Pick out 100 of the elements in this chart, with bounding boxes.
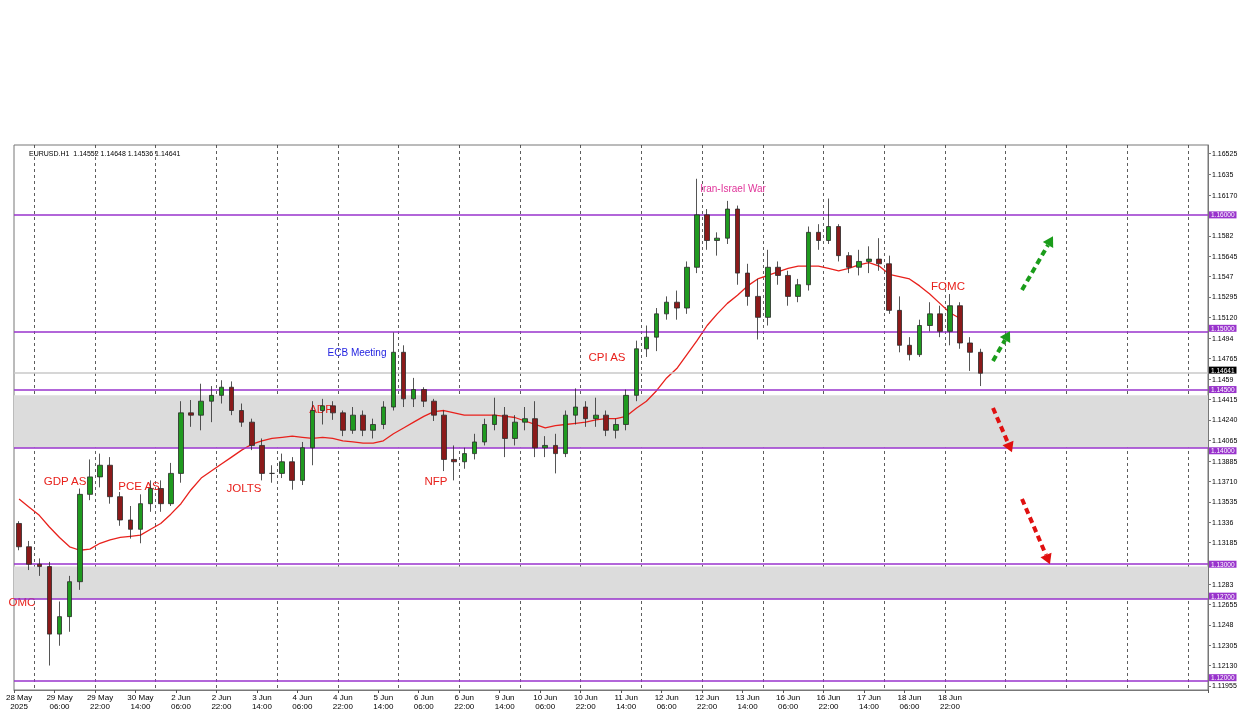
candlestick xyxy=(785,270,791,307)
x-tick-label: 2 Jun 22:00 xyxy=(211,693,232,711)
candlestick xyxy=(117,491,123,527)
x-tick-label: 30 May 14:00 xyxy=(127,693,154,711)
candlestick xyxy=(107,456,113,505)
candlestick xyxy=(522,406,528,431)
x-tick-label: 12 Jun 06:00 xyxy=(654,693,679,711)
x-tick-label: 28 May 2025 xyxy=(5,693,33,711)
candlestick xyxy=(846,251,852,274)
x-tick-label: 16 Jun 22:00 xyxy=(816,693,841,711)
candlestick xyxy=(381,400,386,430)
annotation: GDP AS xyxy=(43,475,87,487)
candlestick xyxy=(269,464,275,484)
candlestick xyxy=(67,575,72,633)
candlestick xyxy=(401,344,406,408)
x-tick-label: 29 May 06:00 xyxy=(46,693,73,711)
candlestick xyxy=(532,400,538,458)
candlestick xyxy=(957,301,963,350)
x-tick-label: 6 Jun 06:00 xyxy=(413,693,435,711)
candlestick xyxy=(168,462,174,507)
candlestick xyxy=(482,418,487,446)
candlestick xyxy=(694,178,700,274)
candlestick xyxy=(360,410,366,437)
candlestick xyxy=(462,447,467,470)
candlestick xyxy=(451,445,457,481)
candlestick xyxy=(563,410,568,458)
candlestick xyxy=(644,325,649,358)
candlestick xyxy=(37,558,42,577)
x-tick-label: 18 Jun 06:00 xyxy=(897,693,922,711)
candlestick xyxy=(674,290,680,321)
candlestick xyxy=(654,307,659,352)
candlestick xyxy=(300,441,305,486)
candlestick xyxy=(542,435,548,458)
candlestick xyxy=(775,261,781,286)
x-tick-label: 13 Jun 14:00 xyxy=(735,693,760,711)
candlestick xyxy=(350,406,356,435)
candlestick xyxy=(836,223,841,262)
candlestick xyxy=(472,433,477,460)
annotation: Iran-Israel War xyxy=(700,182,767,194)
x-tick-label: 2 Jun 06:00 xyxy=(170,693,192,711)
candlestick xyxy=(978,348,983,387)
candlestick xyxy=(856,249,862,276)
candlestick xyxy=(87,459,93,501)
candlestick xyxy=(26,540,32,571)
candlestick xyxy=(219,379,224,404)
candlestick xyxy=(158,479,164,513)
candlestick xyxy=(593,397,599,428)
candlestick xyxy=(573,387,578,425)
x-tick-label: 4 Jun 22:00 xyxy=(332,693,354,711)
x-tick-label: 12 Jun 22:00 xyxy=(695,693,720,711)
candlestick xyxy=(249,418,255,451)
x-tick-label: 10 Jun 22:00 xyxy=(573,693,598,711)
x-tick-label: 4 Jun 06:00 xyxy=(292,693,313,711)
candlestick xyxy=(431,398,437,422)
candlestick xyxy=(897,295,902,353)
x-tick-label: 6 Jun 22:00 xyxy=(454,693,475,711)
candlestick xyxy=(502,406,508,458)
candlestick xyxy=(47,561,52,666)
candlestick xyxy=(684,261,690,315)
candlestick xyxy=(441,410,447,472)
x-tick-label: 3 Jun 14:00 xyxy=(251,693,273,711)
candlestick xyxy=(512,414,518,446)
candlestick xyxy=(128,505,133,540)
candlestick xyxy=(634,340,639,402)
candlestick xyxy=(209,385,214,423)
candlestick xyxy=(239,403,244,428)
annotation: CPI AS xyxy=(588,351,626,363)
x-tick-label: 16 Jun 06:00 xyxy=(776,693,801,711)
x-tick-label: 9 Jun 14:00 xyxy=(494,693,516,711)
x-tick-label: 11 Jun 14:00 xyxy=(614,693,638,711)
candlestick xyxy=(259,438,265,481)
candlestick xyxy=(806,226,811,291)
candlestick xyxy=(370,418,376,439)
candlestick xyxy=(937,305,943,338)
annotation: JOLTS xyxy=(226,482,262,494)
candlestick xyxy=(16,520,22,551)
candlestick xyxy=(421,386,427,408)
candlestick xyxy=(289,456,295,491)
candlestick xyxy=(755,278,761,340)
candlestick xyxy=(866,245,872,274)
candlestick xyxy=(330,400,336,421)
annotation: ECB Meeting xyxy=(327,346,387,358)
candlestick xyxy=(613,418,619,439)
candlestick xyxy=(664,295,669,321)
candlestick xyxy=(340,410,346,437)
candlestick xyxy=(553,433,558,474)
candlestick xyxy=(725,200,730,245)
annotation: FOMC xyxy=(931,280,965,292)
annotation: NFP xyxy=(424,475,448,487)
x-tick-label: 29 May 22:00 xyxy=(86,693,114,711)
candlestick xyxy=(188,399,194,428)
candlestick xyxy=(603,410,609,437)
candlestick xyxy=(229,381,234,416)
candlestick xyxy=(178,400,184,484)
candlestick xyxy=(917,319,922,358)
candlestick xyxy=(391,332,396,411)
x-tick-label: 10 Jun 06:00 xyxy=(533,693,558,711)
candlestick xyxy=(57,601,62,647)
candlestick xyxy=(583,400,588,428)
candlestick xyxy=(876,237,882,272)
